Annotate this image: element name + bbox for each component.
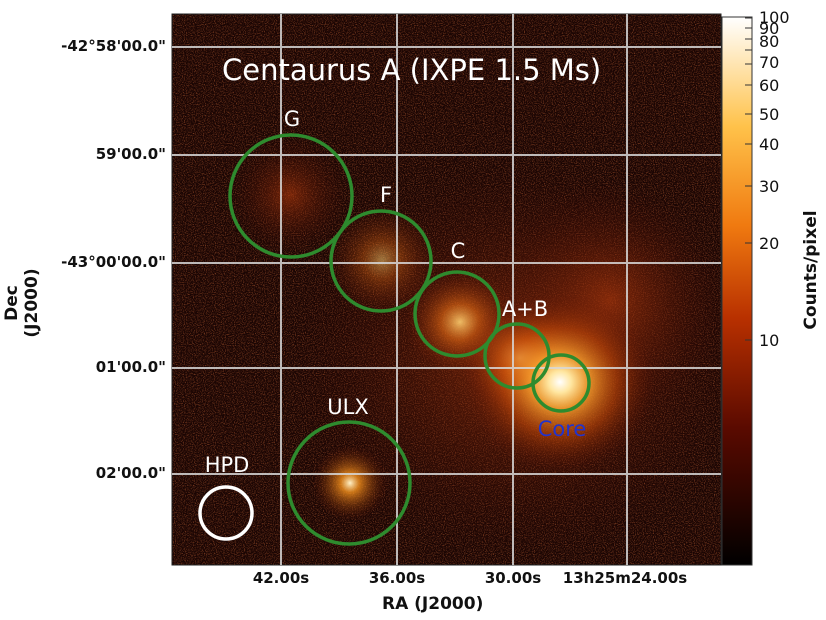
coordinate-grid — [172, 14, 721, 565]
region-label-g: G — [283, 107, 301, 131]
x-tick-label: 42.00s — [252, 569, 310, 587]
y-tick-label: 02'00.0" — [95, 464, 166, 482]
hpd-label: HPD — [204, 453, 250, 477]
y-tick-label: 59'00.0" — [95, 145, 166, 163]
colorbar-tick-label: 80 — [759, 32, 780, 51]
region-label-ulx: ULX — [327, 395, 369, 419]
colorbar-tick-label: 20 — [759, 234, 780, 253]
x-axis-title: RA (J2000) — [382, 594, 484, 614]
colorbar-tick-label: 30 — [759, 177, 780, 196]
colorbar-ticks — [745, 17, 752, 341]
hpd-circle — [198, 485, 254, 541]
colorbar-tick-label: 60 — [759, 76, 780, 95]
region-label-ab: A+B — [501, 297, 549, 321]
colorbar-title: Counts/pixel — [801, 210, 821, 330]
region-g-circle — [228, 133, 354, 259]
colorbar-tick-label: 100 — [759, 8, 790, 27]
x-tick-label: 13h25m24.00s — [562, 569, 688, 587]
region-label-core: Core — [537, 417, 587, 441]
region-ulx-circle — [286, 420, 412, 546]
region-core-circle — [531, 353, 591, 413]
colorbar-tick-label: 50 — [759, 105, 780, 124]
y-tick-label: 01'00.0" — [95, 358, 166, 376]
y-axis-title: Dec (J2000) — [2, 268, 42, 338]
colorbar-tick-label: 70 — [759, 53, 780, 72]
colorbar-tick-label: 10 — [759, 331, 780, 350]
region-label-c: C — [450, 239, 466, 263]
y-tick-label: -42°58'00.0" — [61, 37, 166, 55]
figure-title: Centaurus A (IXPE 1.5 Ms) — [222, 53, 602, 87]
colorbar — [721, 16, 753, 566]
y-tick-label: -43°00'00.0" — [61, 253, 166, 271]
region-c-circle — [413, 270, 501, 358]
colorbar-tick-label: 40 — [759, 135, 780, 154]
x-tick-label: 36.00s — [368, 569, 426, 587]
x-tick-label: 30.00s — [484, 569, 542, 587]
region-label-f: F — [379, 183, 393, 207]
region-f-circle — [329, 209, 433, 313]
colorbar-tick-label: 90 — [759, 19, 780, 38]
